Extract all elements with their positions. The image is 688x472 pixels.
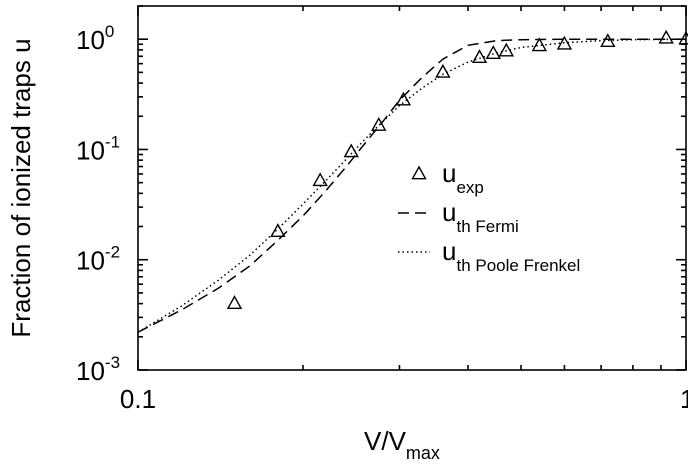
legend-label-main: u <box>442 158 456 188</box>
data-point-exp <box>600 33 616 48</box>
x-axis-title-sub: max <box>406 443 440 463</box>
data-point-exp <box>312 172 328 187</box>
data-point-exp <box>658 29 674 44</box>
data-point-exp <box>435 63 451 78</box>
legend-label-main: u <box>442 197 456 227</box>
y-tick-label: 10-3 <box>76 353 120 386</box>
x-axis-title-main: V/V <box>364 426 407 456</box>
x-tick-label: 0.1 <box>120 384 156 414</box>
legend-marker-exp <box>411 165 427 180</box>
y-tick-label: 10-1 <box>76 132 120 165</box>
y-tick-base: 10 <box>76 356 105 386</box>
legend-label-sub: th Fermi <box>456 217 518 236</box>
y-tick-exponent: 0 <box>105 22 114 41</box>
ticks-layer <box>137 5 687 371</box>
y-axis-title: Fraction of ionized traps u <box>6 38 36 337</box>
data-point-exp <box>471 49 488 64</box>
x-tick-label: 1 <box>680 384 688 414</box>
plot-frame <box>137 5 687 371</box>
legend-label-sub: exp <box>456 178 483 197</box>
data-point-exp <box>226 295 243 309</box>
y-tick-exponent: -2 <box>105 243 120 262</box>
series-line-fermi <box>138 38 686 333</box>
y-tick-exponent: -1 <box>105 132 120 151</box>
data-point-exp <box>395 91 412 106</box>
y-tick-base: 10 <box>76 246 105 276</box>
y-tick-exponent: -3 <box>105 353 120 372</box>
x-axis-title: V/Vmax <box>364 426 440 463</box>
legend-label-sub: th Poole Frenkel <box>456 256 580 275</box>
data-point-exp <box>678 30 688 45</box>
legend-label-main: u <box>442 236 456 266</box>
data-point-exp <box>498 42 514 57</box>
series-layer <box>138 29 688 333</box>
y-tick-label: 10-2 <box>76 243 120 276</box>
data-point-exp <box>270 223 286 237</box>
y-tick-base: 10 <box>76 135 105 165</box>
legend-label: uexp <box>442 158 484 197</box>
legend-label: uth Poole Frenkel <box>442 236 580 275</box>
legend-label: uth Fermi <box>442 197 519 236</box>
y-tick-label: 100 <box>76 22 114 55</box>
data-point-exp <box>343 143 359 158</box>
data-point-exp <box>531 37 548 52</box>
series-line-poole-frenkel <box>138 38 686 333</box>
y-tick-base: 10 <box>76 25 105 55</box>
data-point-exp <box>371 117 387 131</box>
